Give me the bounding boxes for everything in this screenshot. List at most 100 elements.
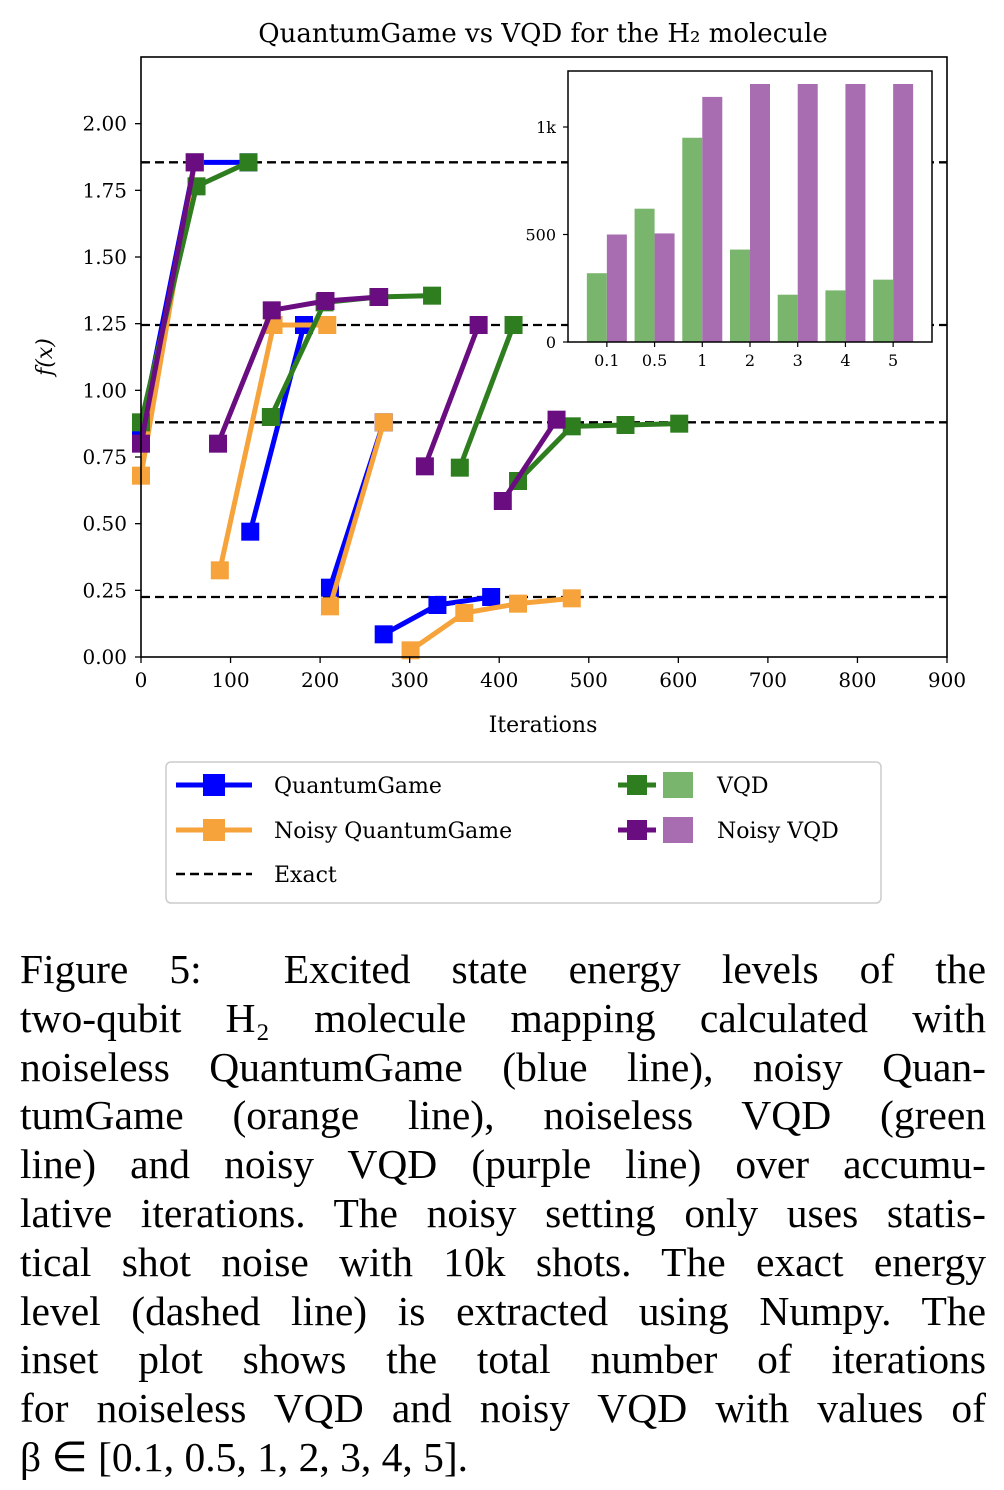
inset-bar-vqd-4 <box>777 294 798 342</box>
data-point-3-3-0 <box>493 492 512 510</box>
caption-line-6: tical shot noise with 10k shots. The exa… <box>20 1238 986 1285</box>
figure-caption: Figure 5: Excited state energy levels of… <box>20 945 986 1482</box>
data-point-0-1-0 <box>241 522 260 541</box>
inset-y-tick-label-1: 500 <box>525 226 556 245</box>
inset-bar-noisy-vqd-4 <box>797 84 818 342</box>
inset-x-tick-label-6: 5 <box>888 351 898 370</box>
inset-x-tick-label-2: 1 <box>697 351 707 370</box>
caption-line-5: lative iterations. The noisy setting onl… <box>20 1189 986 1236</box>
data-point-2-2-1 <box>504 316 523 334</box>
data-point-1-2-1 <box>374 413 393 432</box>
data-point-2-0-2 <box>239 153 258 172</box>
legend-vqd-bar-patch <box>663 772 693 798</box>
x-axis-ticks: 0 100 200 300 400 500 600 700 800 900 <box>135 657 966 692</box>
x-tick-label-2: 200 <box>301 668 339 692</box>
series-layer <box>132 153 689 660</box>
data-point-3-1-3 <box>370 288 389 306</box>
inset-x-tick-label-0: 0.1 <box>594 351 619 370</box>
inset-y-tick-label-2: 1k <box>536 118 556 137</box>
legend-noisy-vqd-bar-patch <box>663 817 693 843</box>
inset-bar-vqd-1 <box>634 208 655 342</box>
y-tick-label-6: 1.50 <box>82 245 127 269</box>
inset-bar-noisy-vqd-0 <box>606 234 627 342</box>
x-axis-label: Iterations <box>489 713 598 738</box>
data-point-2-3-2 <box>616 416 635 434</box>
data-point-1-3-0 <box>401 641 420 660</box>
data-point-3-3-1 <box>547 410 566 429</box>
legend-quantumgame-label: QuantumGame <box>274 774 442 799</box>
main-plot-frame <box>140 56 948 658</box>
caption-line-9: for noiseless VQD and noisy VQD with val… <box>20 1385 986 1432</box>
data-point-2-3-3 <box>670 414 689 433</box>
caption-line-3: tumGame (orange line), noiseless VQD (gr… <box>20 1092 986 1139</box>
inset-bar-vqd-0 <box>586 273 607 342</box>
series-line-1-3 <box>409 595 573 653</box>
inset-bar-noisy-vqd-3 <box>750 84 770 342</box>
series-line-3-3 <box>500 418 559 503</box>
legend-frame <box>165 761 882 904</box>
y-tick-label-8: 2.00 <box>82 112 127 136</box>
data-point-1-1-2 <box>318 316 337 334</box>
series-line-0-1 <box>247 324 307 533</box>
inset-x-tick-label-4: 3 <box>793 351 803 370</box>
legend-vqd-marker <box>627 775 647 795</box>
y-axis-ticks: 0.00 0.25 0.50 0.75 1.00 1.25 1.50 1.75 2.00 <box>82 112 141 669</box>
x-tick-label-4: 400 <box>480 668 518 692</box>
x-tick-label-7: 700 <box>749 668 787 692</box>
inset-bar-noisy-vqd-5 <box>845 84 866 342</box>
legend-noisy-vqd-marker <box>627 820 647 840</box>
caption-line-1: two-qubit H₂ molecule mapping calculated… <box>20 994 986 1041</box>
data-point-1-1-0 <box>210 561 229 580</box>
data-point-0-3-0 <box>374 625 393 644</box>
y-tick-label-7: 1.75 <box>82 178 127 202</box>
y-axis-label: f(x) <box>33 338 58 378</box>
x-tick-label-3: 300 <box>391 668 429 692</box>
y-tick-label-5: 1.25 <box>82 312 127 336</box>
legend-exact-label: Exact <box>274 863 337 888</box>
y-tick-label-0: 0.00 <box>82 645 127 669</box>
caption-line-0: Figure 5: Excited state energy levels of… <box>20 946 986 992</box>
inset-y-tick-label-0: 0 <box>546 333 556 352</box>
series-noisy-vqd <box>132 153 566 510</box>
chart-title: QuantumGame vs VQD for the H₂ molecule <box>258 19 827 49</box>
inset-x-tick-label-3: 2 <box>745 351 755 370</box>
inset-x-tick-label-5: 4 <box>840 351 850 370</box>
data-point-1-3-1 <box>455 604 474 622</box>
y-tick-label-3: 0.75 <box>82 445 127 469</box>
legend-vqd-label: VQD <box>716 774 769 799</box>
inset-bar-noisy-vqd-1 <box>654 233 675 342</box>
data-point-1-3-3 <box>562 589 581 608</box>
legend-quantumgame-marker <box>203 774 225 796</box>
data-point-3-1-1 <box>262 301 281 320</box>
series-line-3-2 <box>422 324 481 468</box>
figure-chart: QuantumGame vs VQD for the H₂ molecule 0… <box>33 19 966 904</box>
caption-line-8: inset plot shows the total number of ite… <box>20 1336 986 1383</box>
inset-bar-chart: 0.1 0.5 1 2 3 4 5 0 500 1k <box>525 70 933 370</box>
data-point-2-3-1 <box>562 417 581 436</box>
x-tick-label-9: 900 <box>928 668 966 692</box>
inset-bar-noisy-vqd-2 <box>702 96 723 343</box>
data-point-1-3-2 <box>509 594 528 613</box>
data-point-0-3-1 <box>428 596 447 614</box>
x-tick-label-1: 100 <box>211 668 249 692</box>
x-tick-label-6: 600 <box>659 668 697 692</box>
data-point-3-2-0 <box>415 457 434 476</box>
inset-bar-vqd-2 <box>682 137 703 342</box>
x-tick-label-0: 0 <box>135 668 148 692</box>
series-line-1-2 <box>327 421 387 608</box>
caption-line-4: line) and noisy VQD (purple line) over a… <box>20 1141 986 1188</box>
legend-noisy-vqd-label: Noisy VQD <box>717 819 839 844</box>
x-tick-label-5: 500 <box>570 668 608 692</box>
caption-line-2: noiseless QuantumGame (blue line), noisy… <box>20 1043 986 1090</box>
legend: QuantumGame Noisy QuantumGame Exact VQD … <box>165 761 882 904</box>
series-line-2-2 <box>457 324 516 469</box>
data-point-3-0-1 <box>185 153 204 172</box>
data-point-3-2-1 <box>469 316 488 334</box>
data-point-3-1-0 <box>209 434 228 453</box>
data-point-2-1-3 <box>423 286 442 305</box>
legend-noisy-quantumgame-label: Noisy QuantumGame <box>274 819 512 844</box>
series-line-3-1 <box>215 294 380 445</box>
caption-line-7: level (dashed line) is extracted using N… <box>20 1287 986 1334</box>
series-line-2-3 <box>516 421 680 483</box>
series-line-3-0 <box>138 161 198 445</box>
